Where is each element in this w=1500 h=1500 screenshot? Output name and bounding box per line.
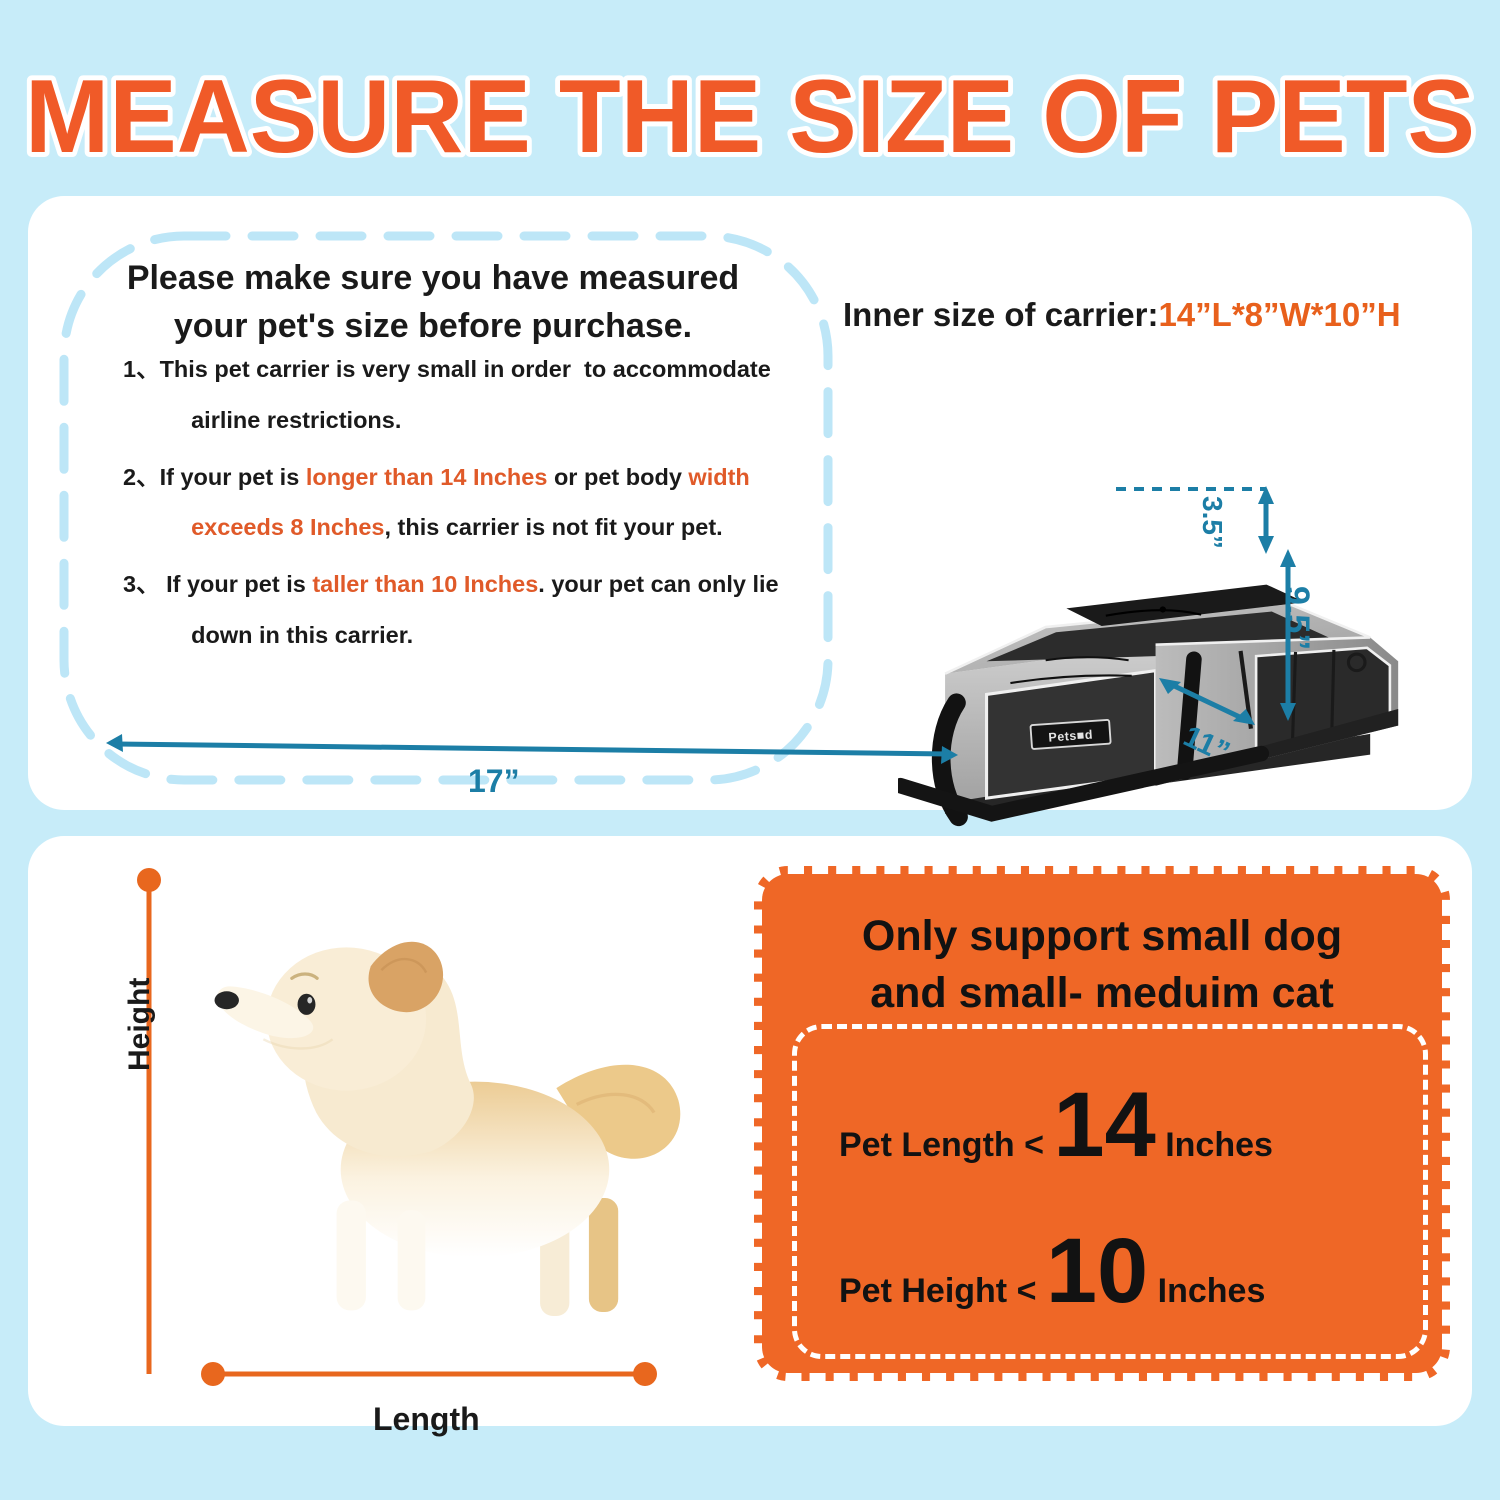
svg-text:MEASURE THE SIZE OF PETS: MEASURE THE SIZE OF PETS [25, 59, 1475, 175]
